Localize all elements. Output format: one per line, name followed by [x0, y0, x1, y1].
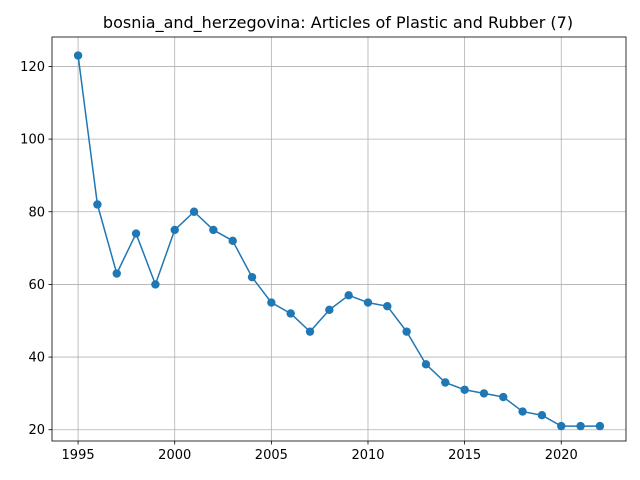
data-point: [537, 411, 547, 420]
data-point: [209, 225, 218, 235]
x-tick-label: 2015: [448, 448, 481, 463]
data-point: [228, 236, 237, 246]
data-point: [499, 392, 508, 402]
x-tick-label: 2000: [158, 448, 191, 463]
data-point: [363, 298, 373, 307]
data-point: [460, 385, 469, 394]
data-point: [479, 389, 489, 398]
data-point: [383, 302, 392, 311]
y-tick-label: 40: [28, 351, 45, 366]
data-point: [576, 421, 585, 431]
data-point: [344, 291, 353, 300]
x-tick-label: 2005: [255, 448, 288, 463]
data-point: [325, 305, 334, 315]
y-tick-label: 20: [28, 423, 45, 438]
data-point: [93, 200, 102, 209]
data-point: [421, 360, 431, 369]
data-point: [247, 272, 257, 282]
x-tick-label: 2020: [545, 448, 578, 463]
data-point: [518, 407, 527, 416]
chart-title: bosnia_and_herzegovina: Articles of Plas…: [103, 13, 573, 33]
grid: [52, 37, 626, 441]
data-point: [595, 421, 605, 431]
data-point: [73, 51, 83, 60]
data-point: [286, 309, 295, 318]
y-tick-label: 100: [20, 133, 45, 148]
y-tick-label: 120: [20, 60, 45, 75]
plot-frame: [51, 36, 627, 442]
data-point: [131, 229, 141, 238]
data-point: [441, 378, 450, 387]
data-point: [170, 225, 179, 235]
data-point: [267, 298, 276, 307]
data-point: [151, 280, 160, 289]
series-layer: [73, 51, 605, 431]
series-line: [77, 55, 600, 427]
y-tick-label: 80: [28, 205, 45, 220]
data-point: [305, 327, 315, 336]
data-point: [112, 269, 121, 278]
y-tick-label: 60: [28, 278, 45, 293]
data-point: [557, 421, 566, 431]
data-point: [402, 327, 411, 336]
data-point: [189, 207, 199, 216]
x-tick-label: 1995: [62, 448, 95, 463]
x-tick-label: 2010: [351, 448, 384, 463]
